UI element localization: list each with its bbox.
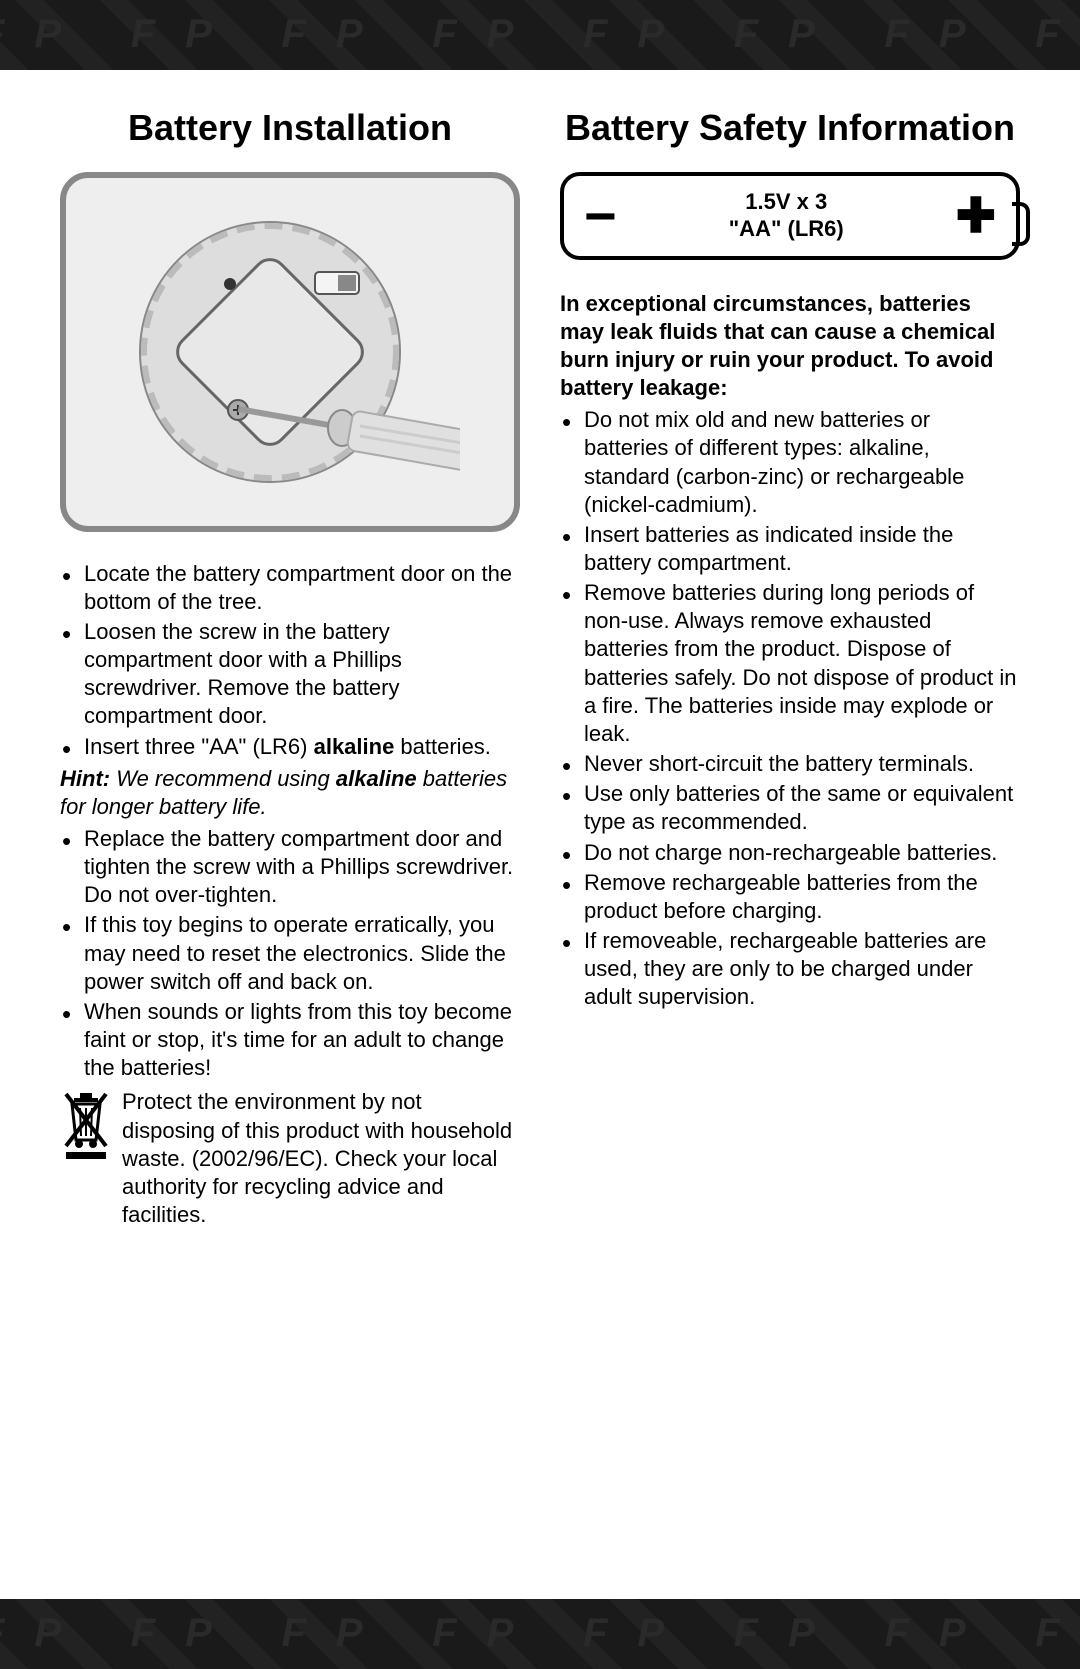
list-item: Insert batteries as indicated inside the… xyxy=(560,521,1020,577)
safety-bullets: Do not mix old and new batteries or batt… xyxy=(560,406,1020,1011)
left-title: Battery Installation xyxy=(60,108,520,148)
plus-icon: ✚ xyxy=(956,188,996,244)
list-item: Do not charge non-rechargeable batteries… xyxy=(560,839,1020,867)
hint-text: Hint: We recommend using alkaline batter… xyxy=(60,765,520,821)
install-steps-list-2: Replace the battery compartment door and… xyxy=(60,825,520,1082)
right-column: Battery Safety Information − 1.5V x 3 "A… xyxy=(560,90,1020,1229)
list-item: Loosen the screw in the battery compartm… xyxy=(60,618,520,731)
list-item: If this toy begins to operate erraticall… xyxy=(60,911,520,995)
battery-diagram: − 1.5V x 3 "AA" (LR6) ✚ xyxy=(560,172,1020,260)
header-pattern-bar xyxy=(0,0,1080,70)
install-steps-list-1: Locate the battery compartment door on t… xyxy=(60,560,520,761)
weee-notice: Protect the environment by not disposing… xyxy=(60,1088,520,1229)
list-item: Use only batteries of the same or equiva… xyxy=(560,780,1020,836)
list-item: Insert three "AA" (LR6) alkaline batteri… xyxy=(60,733,520,761)
safety-intro: In exceptional circumstances, batteries … xyxy=(560,290,1020,403)
left-column: Battery Installation xyxy=(60,90,520,1229)
list-item: Locate the battery compartment door on t… xyxy=(60,560,520,616)
list-item: Never short-circuit the battery terminal… xyxy=(560,750,1020,778)
list-item: When sounds or lights from this toy beco… xyxy=(60,998,520,1082)
list-item: If removeable, rechargeable batteries ar… xyxy=(560,927,1020,1011)
screwdriver-compartment-icon xyxy=(120,192,460,512)
battery-installation-illustration xyxy=(60,172,520,532)
list-item: Replace the battery compartment door and… xyxy=(60,825,520,909)
footer-pattern-bar xyxy=(0,1599,1080,1669)
list-item: Do not mix old and new batteries or batt… xyxy=(560,406,1020,519)
minus-icon: − xyxy=(584,183,617,248)
right-title: Battery Safety Information xyxy=(560,108,1020,148)
weee-bin-icon xyxy=(60,1090,112,1160)
list-item: Remove batteries during long periods of … xyxy=(560,579,1020,748)
battery-spec-label: 1.5V x 3 "AA" (LR6) xyxy=(729,189,844,242)
weee-text: Protect the environment by not disposing… xyxy=(122,1088,520,1229)
list-item: Remove rechargeable batteries from the p… xyxy=(560,869,1020,925)
content-area: Battery Installation xyxy=(0,70,1080,1269)
